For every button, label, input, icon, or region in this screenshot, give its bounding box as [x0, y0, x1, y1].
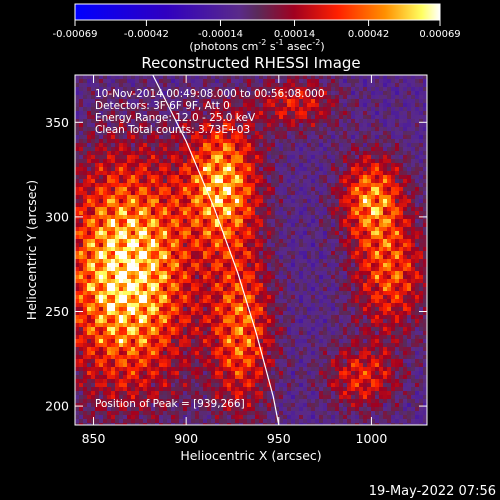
- colorbar-unit-label: (photons cm-2 s-1 asec-2): [189, 38, 324, 53]
- colorbar-tick-label: -0.00069: [53, 29, 98, 40]
- plot-frame: [74, 74, 428, 426]
- annotation-line: Energy Range: 12.0 - 25.0 keV: [95, 112, 256, 124]
- x-tick-label: 950: [267, 431, 291, 446]
- x-tick-label: 850: [82, 431, 106, 446]
- annotation-line: Clean Total counts: 3.73E+03: [95, 124, 250, 136]
- colorbar-tick-label: -0.00014: [198, 29, 243, 40]
- colorbar-tick-label: -0.00042: [124, 29, 169, 40]
- y-tick-label: 350: [45, 115, 69, 130]
- colorbar-tick-label: 0.00069: [419, 29, 460, 40]
- colorbar: [74, 3, 441, 21]
- colorbar-tick-label: 0.00014: [274, 29, 315, 40]
- x-tick-label: 900: [174, 431, 198, 446]
- colorbar-tick-label: 0.00042: [348, 29, 389, 40]
- annotation-line: 10-Nov-2014 00:49:08.000 to 00:56:08.000: [95, 88, 325, 100]
- footer-date: 19-May-2022 07:56: [369, 484, 496, 499]
- x-tick-label: 1000: [356, 431, 388, 446]
- solar-limb-line: [152, 75, 280, 425]
- chart-title: Reconstructed RHESSI Image: [141, 54, 360, 72]
- y-tick-label: 200: [45, 399, 69, 414]
- svg-text:(photons cm-2 s-1 asec-2): (photons cm-2 s-1 asec-2): [189, 38, 324, 53]
- y-tick-label: 300: [45, 209, 69, 224]
- x-axis-label: Heliocentric X (arcsec): [180, 448, 321, 463]
- y-tick-label: 250: [45, 304, 69, 319]
- annotation-line: Detectors: 3F 6F 9F, Att 0: [95, 100, 230, 112]
- peak-position-label: Position of Peak = [939,266]: [95, 398, 245, 410]
- annotation-block: 10-Nov-2014 00:49:08.000 to 00:56:08.000…: [95, 88, 325, 136]
- y-axis-label: Heliocentric Y (arcsec): [24, 180, 39, 320]
